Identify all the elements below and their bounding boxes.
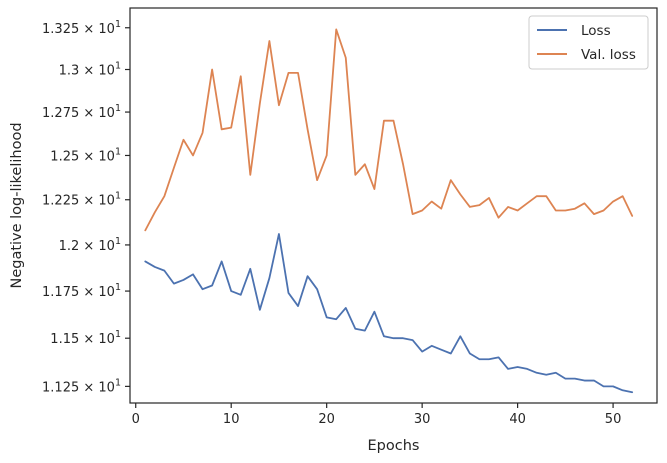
x-tick-label: 0	[132, 412, 140, 427]
y-tick-label: 1.15 × 101	[50, 329, 121, 347]
axes-frame	[129, 7, 658, 404]
y-tick-label: 1.325 × 101	[42, 19, 121, 37]
legend-label-loss: Loss	[581, 23, 611, 39]
series-line-val-loss	[144, 28, 634, 232]
y-tick-label: 1.3 × 101	[59, 61, 121, 79]
x-tick-label: 20	[318, 412, 335, 427]
legend: Loss Val. loss	[528, 15, 649, 70]
y-tick-label: 1.125 × 101	[42, 377, 121, 395]
y-axis-label: Negative log-likelihood	[9, 122, 25, 288]
legend-label-val-loss: Val. loss	[581, 47, 636, 63]
series-layer	[144, 28, 634, 394]
x-axis-label: Epochs	[368, 438, 420, 454]
y-tick-label: 1.25 × 101	[50, 146, 121, 164]
y-axis-ticks: 1.125 × 101 1.15 × 101 1.175 × 101 1.2 × 10…	[42, 19, 130, 395]
x-tick-label: 50	[605, 412, 622, 427]
x-tick-label: 30	[414, 412, 431, 427]
plot-area	[130, 8, 657, 403]
y-tick-label: 1.275 × 101	[42, 103, 121, 121]
y-tick-label: 1.175 × 101	[42, 282, 121, 300]
y-tick-label: 1.2 × 101	[59, 236, 121, 254]
x-axis-ticks: 0 10 20 30 40 50	[132, 403, 622, 427]
x-tick-label: 10	[223, 412, 240, 427]
axes-border	[129, 7, 658, 404]
series-line-loss	[144, 233, 634, 394]
y-tick-label: 1.225 × 101	[42, 191, 121, 209]
x-tick-label: 40	[509, 412, 526, 427]
